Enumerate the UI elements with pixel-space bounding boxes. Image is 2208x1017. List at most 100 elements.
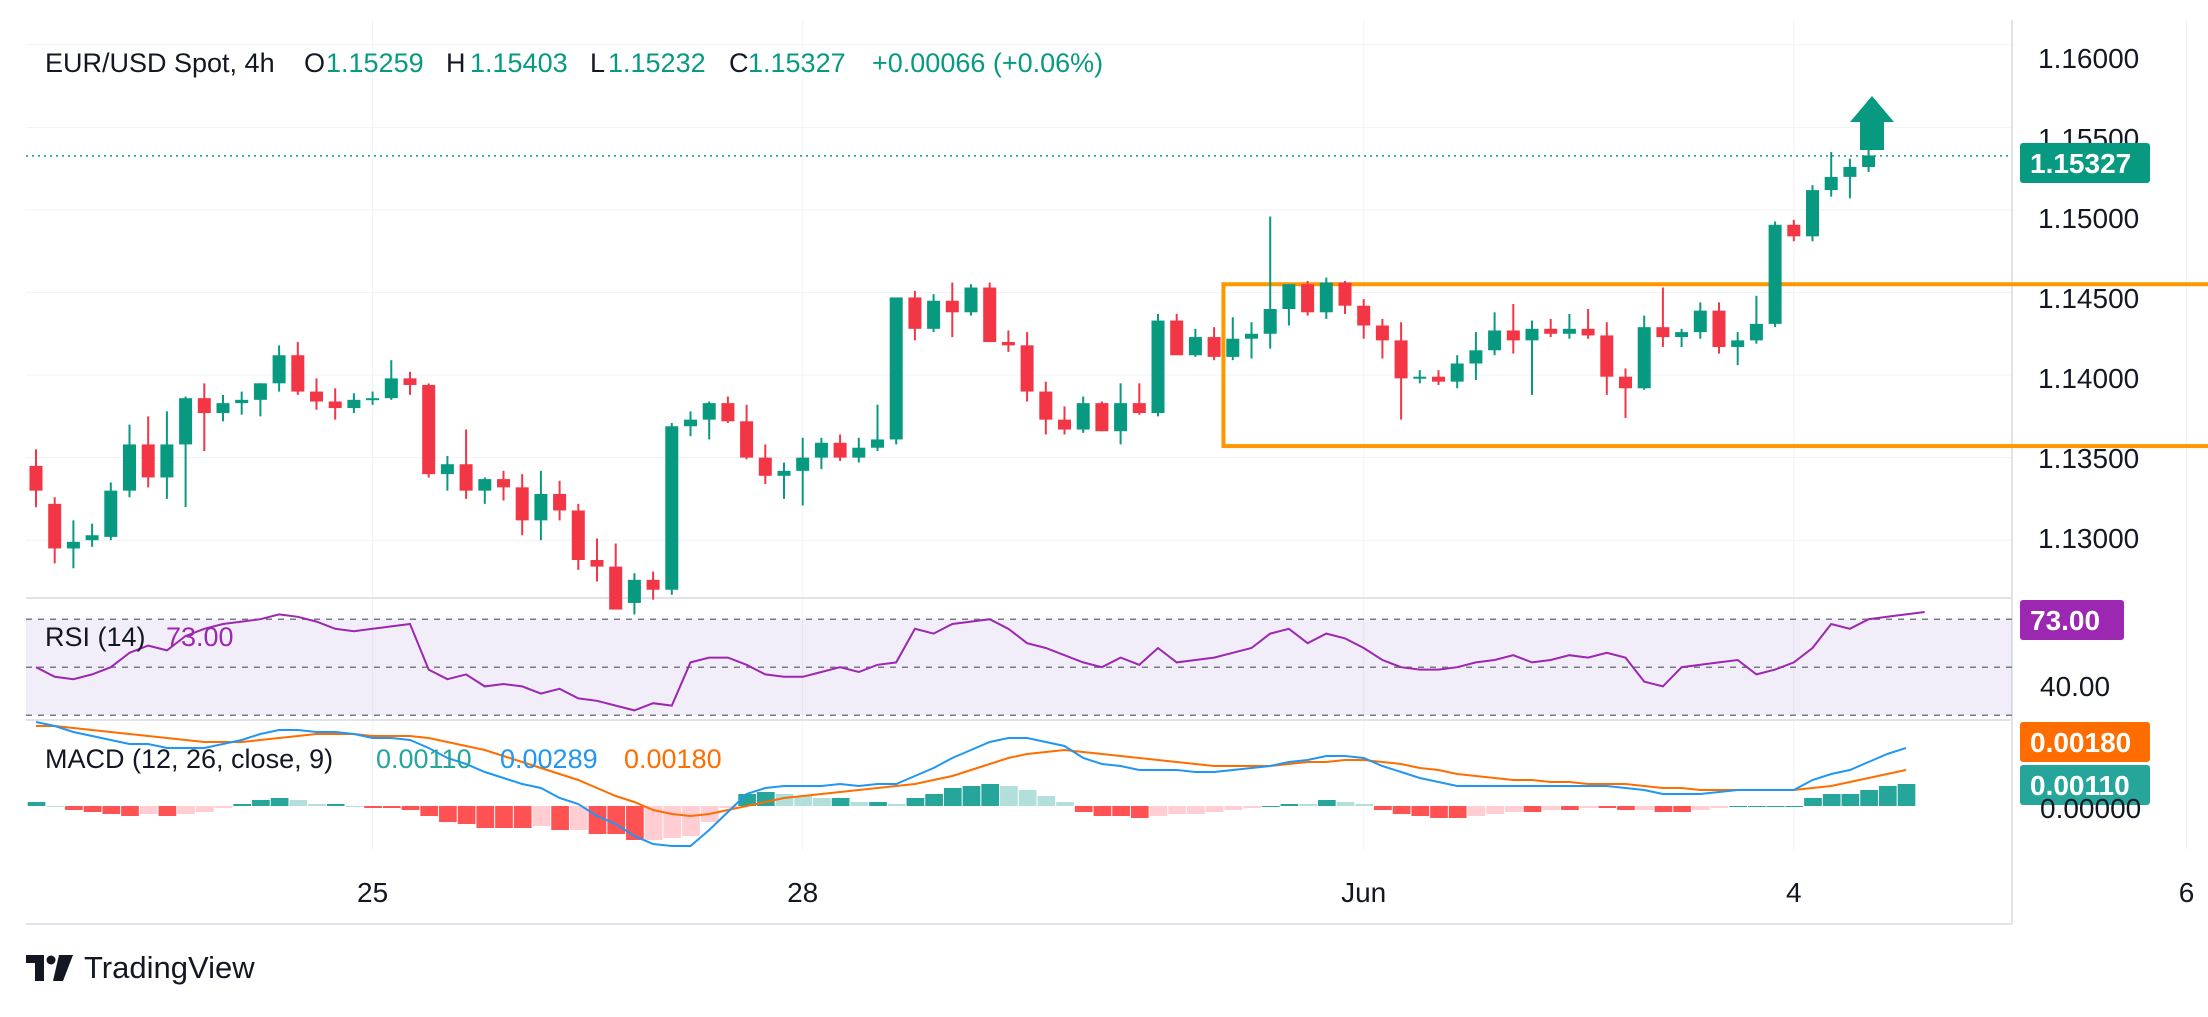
macd-histogram-bar	[1018, 790, 1037, 806]
macd-histogram-bar	[233, 804, 252, 806]
macd-histogram-bar	[289, 800, 308, 806]
candle-body	[964, 287, 978, 313]
candle-body	[310, 391, 323, 402]
candle-body	[1338, 282, 1352, 306]
macd-histogram-bar	[794, 796, 813, 806]
macd-histogram-bar	[813, 798, 831, 806]
macd-histogram-bar	[252, 800, 270, 806]
candle-body	[1656, 327, 1670, 338]
macd-histogram-bar	[345, 806, 364, 807]
time-axis-label: 6	[2179, 877, 2195, 908]
low-value: 1.15232	[608, 48, 706, 78]
candle-body	[1076, 403, 1090, 430]
macd-histogram-bar	[1205, 806, 1224, 812]
candle-body	[908, 297, 922, 329]
macd-hist-value: 0.00110	[376, 744, 472, 774]
candle-body	[478, 479, 492, 491]
candle-body	[1731, 340, 1745, 347]
pane-borders	[26, 20, 2013, 925]
candle-body	[29, 465, 43, 491]
candle-body	[721, 403, 735, 422]
macd-histogram-bar	[46, 806, 65, 807]
rsi-line	[35, 611, 1925, 712]
macd-histogram-bar	[850, 802, 869, 806]
candle-body	[1020, 345, 1034, 392]
candle-body	[85, 535, 99, 541]
macd-pane	[27, 721, 1916, 847]
macd-histogram-bar	[1467, 806, 1486, 816]
candle-body	[1544, 328, 1558, 334]
candle-body	[497, 479, 510, 488]
macd-histogram-bar	[401, 806, 420, 810]
candle-body	[814, 442, 828, 458]
change-value: +0.00066 (+0.06%)	[872, 48, 1103, 78]
candle-body	[590, 560, 604, 567]
candle-body	[1600, 335, 1614, 377]
high-label: H	[446, 48, 466, 78]
price-tick: 1.14500	[2038, 283, 2139, 314]
macd-histogram-bar	[513, 806, 532, 828]
candle-body	[1862, 155, 1876, 167]
candle-body	[796, 457, 810, 471]
price-tick: 1.16000	[2038, 43, 2139, 74]
macd-histogram-bar	[1000, 786, 1018, 806]
macd-histogram-bar	[1654, 806, 1673, 812]
candle-body	[684, 419, 697, 427]
macd-histogram-bar	[925, 794, 943, 806]
macd-histogram-bar	[887, 804, 906, 806]
brand-name: TradingView	[84, 950, 255, 985]
macd-histogram-bar	[869, 802, 887, 806]
candle-body	[1824, 176, 1838, 191]
macd-histogram-bar	[1878, 786, 1897, 806]
macd-histogram-bar	[1804, 798, 1822, 806]
candle-body	[160, 444, 174, 478]
candle-body	[927, 300, 941, 329]
macd-histogram-bar	[495, 806, 513, 828]
candle-body	[1263, 309, 1277, 334]
macd-histogram-bar	[1822, 794, 1841, 806]
candle-body	[1469, 350, 1483, 364]
rsi-tag-label: 73.00	[2030, 605, 2100, 636]
candle-body	[272, 355, 286, 384]
macd-histogram-bar	[1280, 804, 1299, 806]
macd-histogram-bar	[1224, 806, 1243, 810]
macd-histogram-bar	[1729, 806, 1748, 807]
candle-body	[440, 464, 454, 475]
candle-body	[1693, 310, 1707, 333]
symbol-title: EUR/USD Spot, 4h	[45, 48, 275, 78]
rsi-tick: 40.00	[2040, 671, 2110, 702]
candle-body	[1058, 419, 1071, 430]
macd-histogram-bar	[139, 806, 158, 814]
macd-histogram-bar	[1617, 806, 1635, 810]
candle-body	[983, 287, 997, 343]
time-axis-label: 4	[1786, 877, 1802, 908]
candle-body	[104, 490, 118, 537]
candle-body	[179, 398, 193, 445]
macd-histogram-bar	[1355, 804, 1374, 806]
candle-body	[1301, 284, 1315, 313]
macd-histogram-bar	[1598, 806, 1617, 808]
candlestick-series	[29, 143, 1876, 615]
macd-histogram-bar	[439, 806, 457, 822]
macd-histogram-bar	[83, 806, 102, 812]
candle-body	[702, 403, 716, 420]
macd-histogram-bar	[981, 784, 1000, 806]
candle-body	[1039, 391, 1053, 420]
candle-body	[1749, 323, 1763, 341]
candle-body	[141, 444, 155, 478]
candle-body	[384, 378, 398, 399]
macd-histogram-bar	[1635, 806, 1654, 810]
rsi-band-fill	[26, 619, 2012, 716]
macd-line	[35, 721, 1907, 847]
open-value: 1.15259	[326, 48, 424, 78]
macd-histogram-bar	[195, 806, 214, 812]
macd-histogram-bar	[1486, 806, 1504, 814]
candle-body	[777, 470, 791, 476]
macd-histogram-bar	[158, 806, 177, 816]
macd-histogram-bar	[27, 802, 46, 806]
time-axis-label: Jun	[1341, 877, 1386, 908]
last-price-label: 1.15327	[2030, 148, 2131, 179]
candle-body	[66, 541, 80, 549]
